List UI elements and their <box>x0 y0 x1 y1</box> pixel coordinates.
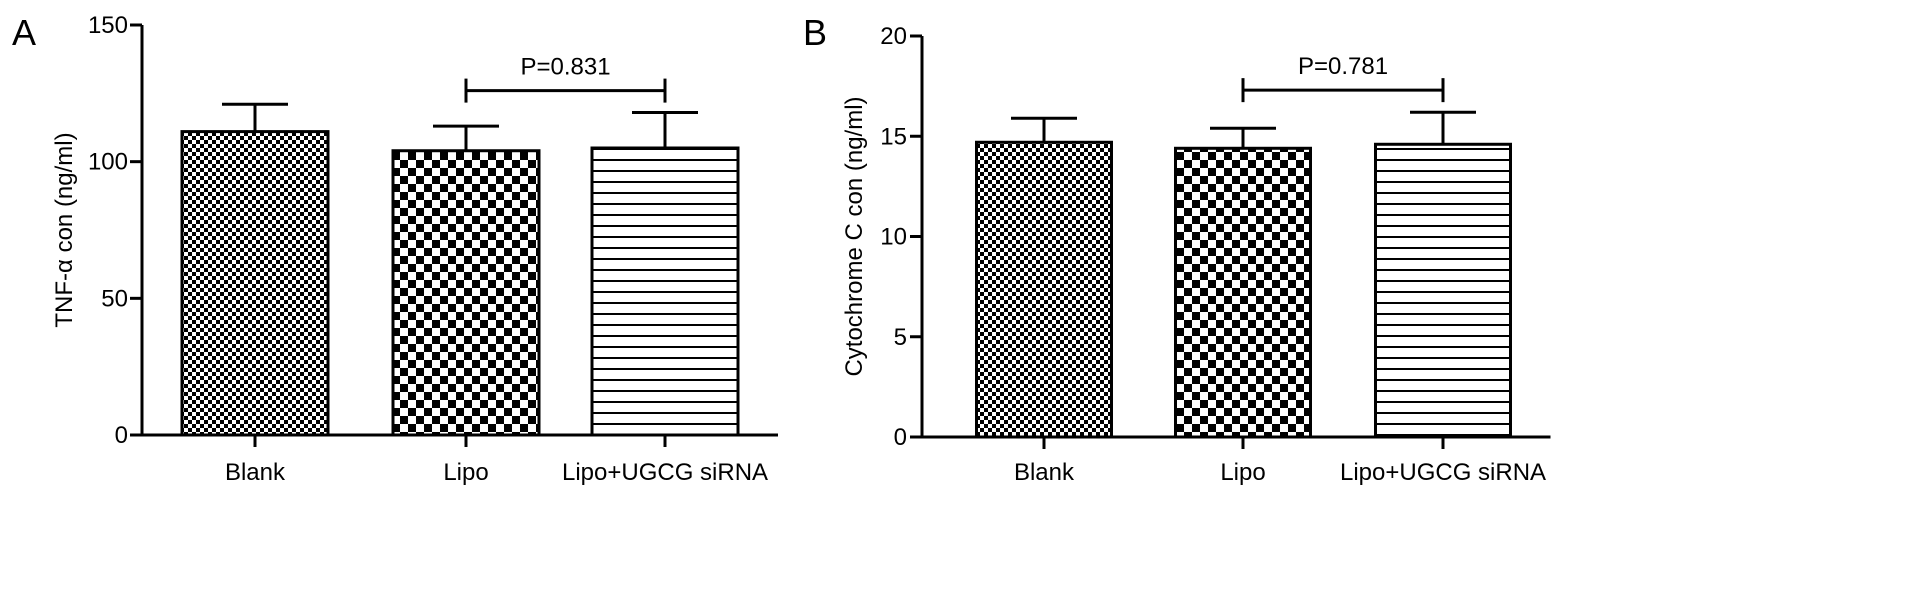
panel-a-p-value: P=0.831 <box>520 54 610 81</box>
panel-b-chart: B 0 5 10 15 20 Cytochrome C con (ng/ml) Blank Li… <box>803 12 1551 486</box>
panel-b-y-tick-label: 10 <box>880 224 907 251</box>
panel-b-bar-1 <box>975 140 1113 439</box>
panel-b-category-label: Lipo+UGCG siRNA <box>1340 459 1546 486</box>
panel-b-bar-3 <box>1374 142 1512 439</box>
panel-a-y-tick-label: 150 <box>88 12 128 39</box>
panel-b-bar-2 <box>1174 146 1312 439</box>
panel-a-category-label: Lipo+UGCG siRNA <box>562 459 768 486</box>
panel-a-category-label: Lipo <box>443 459 488 486</box>
panel-a-bar-3 <box>590 146 740 437</box>
panel-a-y-tick-label: 50 <box>101 285 128 312</box>
panel-b-category-label: Blank <box>1014 459 1075 486</box>
panel-b-y-tick-label: 20 <box>880 23 907 50</box>
panel-b-category-label: Lipo <box>1220 459 1265 486</box>
panel-a-bar-2 <box>391 149 541 437</box>
panel-a-label: A <box>12 12 36 53</box>
panel-b-y-axis-label: Cytochrome C con (ng/ml) <box>841 96 868 376</box>
panel-b-y-tick-label: 15 <box>880 123 907 150</box>
panel-b-y-tick-label: 5 <box>894 324 907 351</box>
panel-a-y-axis-label: TNF-α con (ng/ml) <box>51 132 78 327</box>
panel-a-chart: A 0 50 100 150 TNF-α con (ng/ml) Blank Lipo Lipo… <box>12 12 778 486</box>
panel-a-bar-1 <box>180 130 330 437</box>
panel-b-p-value: P=0.781 <box>1298 53 1388 80</box>
panel-b-label: B <box>803 12 827 53</box>
panel-a-category-label: Blank <box>225 459 286 486</box>
panel-a-y-tick-label: 0 <box>115 422 128 449</box>
panel-b-y-tick-label: 0 <box>894 424 907 451</box>
panel-a-y-tick-label: 100 <box>88 149 128 176</box>
